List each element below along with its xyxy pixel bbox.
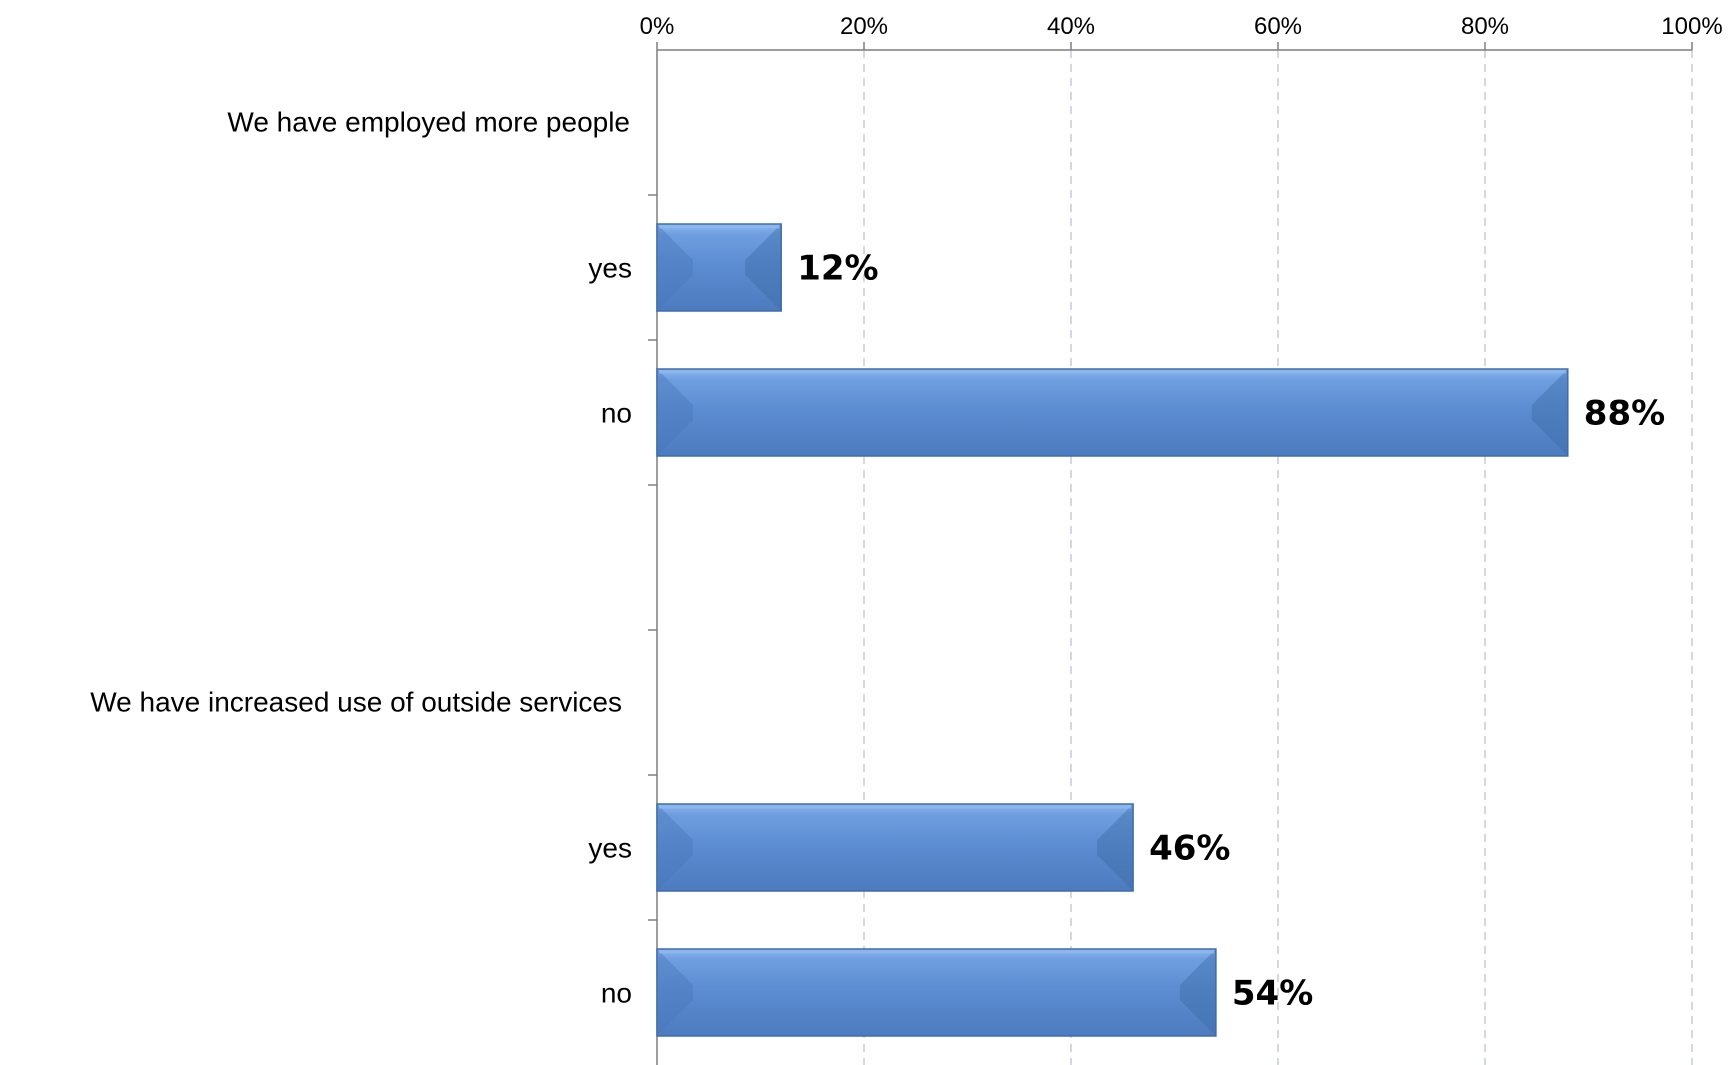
- bar-body: [656, 803, 1134, 892]
- bar-bevel-left: [657, 949, 693, 1036]
- bar-bevel-right: [1531, 369, 1568, 456]
- bar-value-label: 54%: [1232, 974, 1313, 1014]
- bar: [656, 223, 782, 312]
- bar-bevel-left: [657, 804, 693, 891]
- bar-bevel-left: [657, 369, 693, 456]
- bar-category-label: yes: [588, 253, 632, 284]
- bar: [656, 368, 1569, 457]
- bar: [656, 948, 1217, 1037]
- bar-category-label: no: [601, 398, 632, 429]
- x-tick-label: 0%: [640, 13, 675, 40]
- x-tick-labels: 0% 20% 40% 60% 80% 100%: [640, 13, 1723, 40]
- bar-bevel-left: [657, 224, 693, 311]
- x-tick-label: 100%: [1661, 13, 1722, 40]
- gridlines: [863, 50, 1693, 1065]
- axes: [648, 42, 1693, 1065]
- bar-category-label: no: [601, 978, 632, 1009]
- x-tick-label: 20%: [840, 13, 888, 40]
- bar: [656, 803, 1134, 892]
- bar-body: [656, 368, 1569, 457]
- x-tick-label: 60%: [1254, 13, 1302, 40]
- category-labels: We have employed more people We have incr…: [90, 107, 632, 1009]
- bars: [656, 223, 1569, 1037]
- bar-value-label: 88%: [1584, 394, 1665, 434]
- bar-value-label: 46%: [1149, 829, 1230, 869]
- value-labels: 12% 88% 46% 54%: [797, 249, 1665, 1014]
- bar-body: [656, 223, 782, 312]
- group-title: We have increased use of outside service…: [90, 687, 622, 718]
- x-tick-label: 40%: [1047, 13, 1095, 40]
- bar-bevel-right: [745, 224, 782, 311]
- bar-body: [656, 948, 1217, 1037]
- bar-category-label: yes: [588, 833, 632, 864]
- bar-value-label: 12%: [797, 249, 878, 289]
- bar-bevel-right: [1097, 804, 1134, 891]
- x-tick-label: 80%: [1461, 13, 1509, 40]
- bar-bevel-right: [1179, 949, 1216, 1036]
- group-title: We have employed more people: [227, 107, 630, 138]
